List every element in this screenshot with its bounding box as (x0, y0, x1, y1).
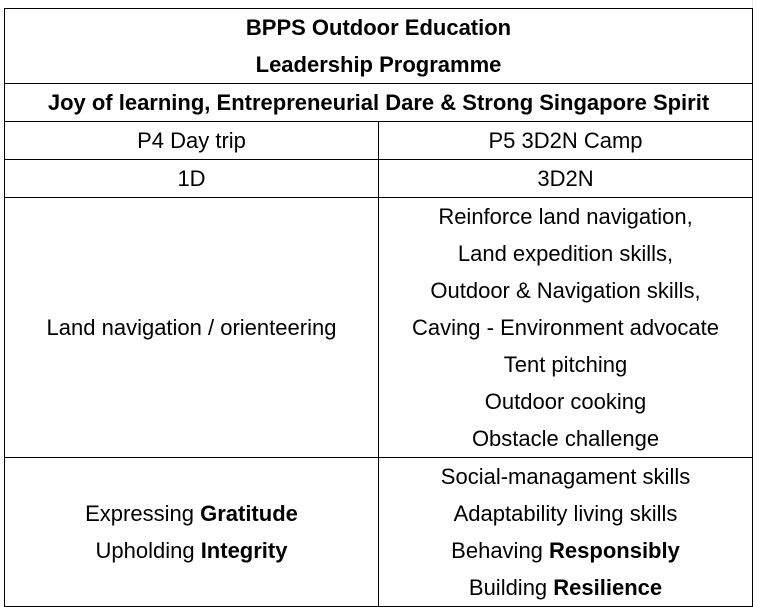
p4-value-item: Upholding Integrity (9, 532, 374, 569)
p5-activity-item: Land expedition skills, (457, 241, 674, 266)
gridline (752, 0, 757, 607)
value-keyword: Gratitude (200, 501, 298, 526)
p5-activity-item: Reinforce land navigation, (438, 204, 693, 229)
p4-value-item: Expressing Gratitude (9, 495, 374, 532)
p5-activities-cell[interactable]: Reinforce land navigation, Land expediti… (377, 197, 754, 458)
p4-values-cell[interactable]: Expressing Gratitude Upholding Integrity (4, 457, 379, 607)
value-keyword: Resilience (553, 575, 663, 600)
value-keyword: Responsibly (549, 538, 680, 563)
p5-value-item: Social-managament skills (383, 459, 748, 496)
programme-table: BPPS Outdoor Education Leadership Progra… (3, 8, 754, 607)
p5-activity-item: Outdoor & Navigation skills, (430, 278, 701, 303)
p4-header-cell[interactable]: P4 Day trip (4, 121, 379, 160)
p5-activity-item: Obstacle challenge (471, 426, 660, 451)
title-cell[interactable]: BPPS Outdoor Education Leadership Progra… (3, 8, 754, 84)
value-prefix: Social-managament skills (440, 464, 691, 489)
value-keyword: Integrity (200, 538, 288, 563)
p5-header-cell[interactable]: P5 3D2N Camp (377, 121, 754, 160)
p5-activity-item: Caving - Environment advocate (412, 315, 719, 340)
p5-activity-item: Outdoor cooking (484, 389, 647, 414)
value-prefix: Behaving (451, 538, 550, 563)
value-prefix: Adaptability living skills (453, 501, 678, 526)
header-row: P4 Day trip P5 3D2N Camp (4, 121, 754, 160)
p5-value-item: Behaving Responsibly (383, 532, 748, 569)
value-prefix: Expressing (85, 501, 201, 526)
p5-value-item: Adaptability living skills (383, 495, 748, 532)
activities-row: Land navigation / orienteering Reinforce… (4, 197, 754, 458)
p4-activity-item: Land navigation / orienteering (46, 315, 337, 340)
p4-duration-cell[interactable]: 1D (4, 159, 379, 198)
value-prefix: Building (468, 575, 554, 600)
p5-value-item: Building Resilience (383, 569, 748, 606)
title-line-2: Leadership Programme (255, 52, 502, 77)
p5-activity-item: Tent pitching (503, 352, 628, 377)
p5-values-cell[interactable]: Social-managament skills Adaptability li… (377, 457, 754, 607)
duration-row: 1D 3D2N (4, 159, 754, 198)
title-row: BPPS Outdoor Education Leadership Progra… (3, 8, 754, 84)
p5-duration-cell[interactable]: 3D2N (377, 159, 754, 198)
values-row: Expressing Gratitude Upholding Integrity… (4, 457, 754, 607)
motto-row: Joy of learning, Entrepreneurial Dare & … (3, 83, 754, 122)
p4-activities-cell[interactable]: Land navigation / orienteering (4, 197, 379, 458)
motto-cell[interactable]: Joy of learning, Entrepreneurial Dare & … (3, 83, 754, 122)
value-prefix: Upholding (95, 538, 201, 563)
title-line-1: BPPS Outdoor Education (245, 15, 512, 40)
